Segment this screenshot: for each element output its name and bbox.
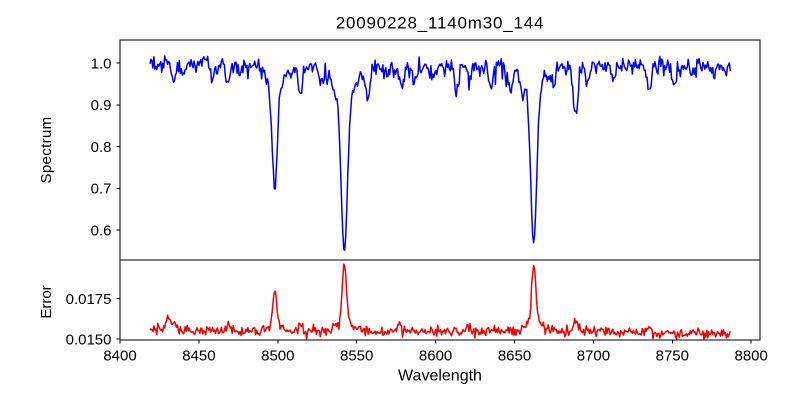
svg-text:8750: 8750 [656,347,689,364]
svg-text:8800: 8800 [735,347,768,364]
svg-text:8500: 8500 [261,347,294,364]
svg-text:20090228_1140m30_144: 20090228_1140m30_144 [336,14,545,33]
svg-text:8650: 8650 [498,347,531,364]
svg-text:0.6: 0.6 [91,222,112,239]
svg-text:8400: 8400 [103,347,136,364]
svg-text:8700: 8700 [577,347,610,364]
svg-text:Wavelength: Wavelength [398,368,482,385]
svg-text:Spectrum: Spectrum [38,117,55,184]
svg-text:0.0175: 0.0175 [66,291,112,308]
svg-text:1.0: 1.0 [91,55,112,72]
svg-text:8550: 8550 [340,347,373,364]
svg-text:8600: 8600 [419,347,452,364]
svg-text:0.9: 0.9 [91,97,112,114]
svg-text:8450: 8450 [182,347,215,364]
svg-text:0.7: 0.7 [91,181,112,198]
svg-text:Error: Error [38,285,55,318]
svg-text:0.0150: 0.0150 [66,331,112,348]
svg-text:0.8: 0.8 [91,139,112,156]
